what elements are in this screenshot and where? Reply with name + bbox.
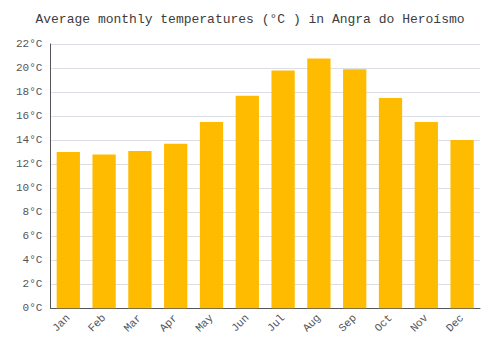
svg-text:Feb: Feb <box>86 312 108 334</box>
svg-text:Jan: Jan <box>50 312 72 334</box>
svg-text:Jul: Jul <box>265 312 287 334</box>
svg-text:Oct: Oct <box>372 312 394 334</box>
svg-text:18°C: 18°C <box>16 86 43 98</box>
svg-text:10°C: 10°C <box>16 182 43 194</box>
svg-text:Nov: Nov <box>408 312 431 335</box>
svg-text:4°C: 4°C <box>23 254 43 266</box>
svg-text:Aug: Aug <box>301 312 323 334</box>
svg-text:6°C: 6°C <box>23 230 43 242</box>
svg-text:Average monthly temperatures (: Average monthly temperatures (°C ) in An… <box>35 12 464 27</box>
svg-text:2°C: 2°C <box>23 278 43 290</box>
svg-text:Mar: Mar <box>122 312 144 334</box>
svg-text:Sep: Sep <box>336 312 358 334</box>
svg-text:14°C: 14°C <box>16 134 43 146</box>
svg-text:Jun: Jun <box>229 312 251 334</box>
svg-text:Dec: Dec <box>444 312 466 334</box>
svg-text:20°C: 20°C <box>16 62 43 74</box>
svg-text:12°C: 12°C <box>16 158 43 170</box>
svg-text:8°C: 8°C <box>23 206 43 218</box>
svg-text:May: May <box>193 312 216 335</box>
svg-text:Apr: Apr <box>157 312 179 334</box>
svg-text:16°C: 16°C <box>16 110 43 122</box>
svg-text:22°C: 22°C <box>16 38 43 50</box>
svg-text:0°C: 0°C <box>23 302 43 314</box>
